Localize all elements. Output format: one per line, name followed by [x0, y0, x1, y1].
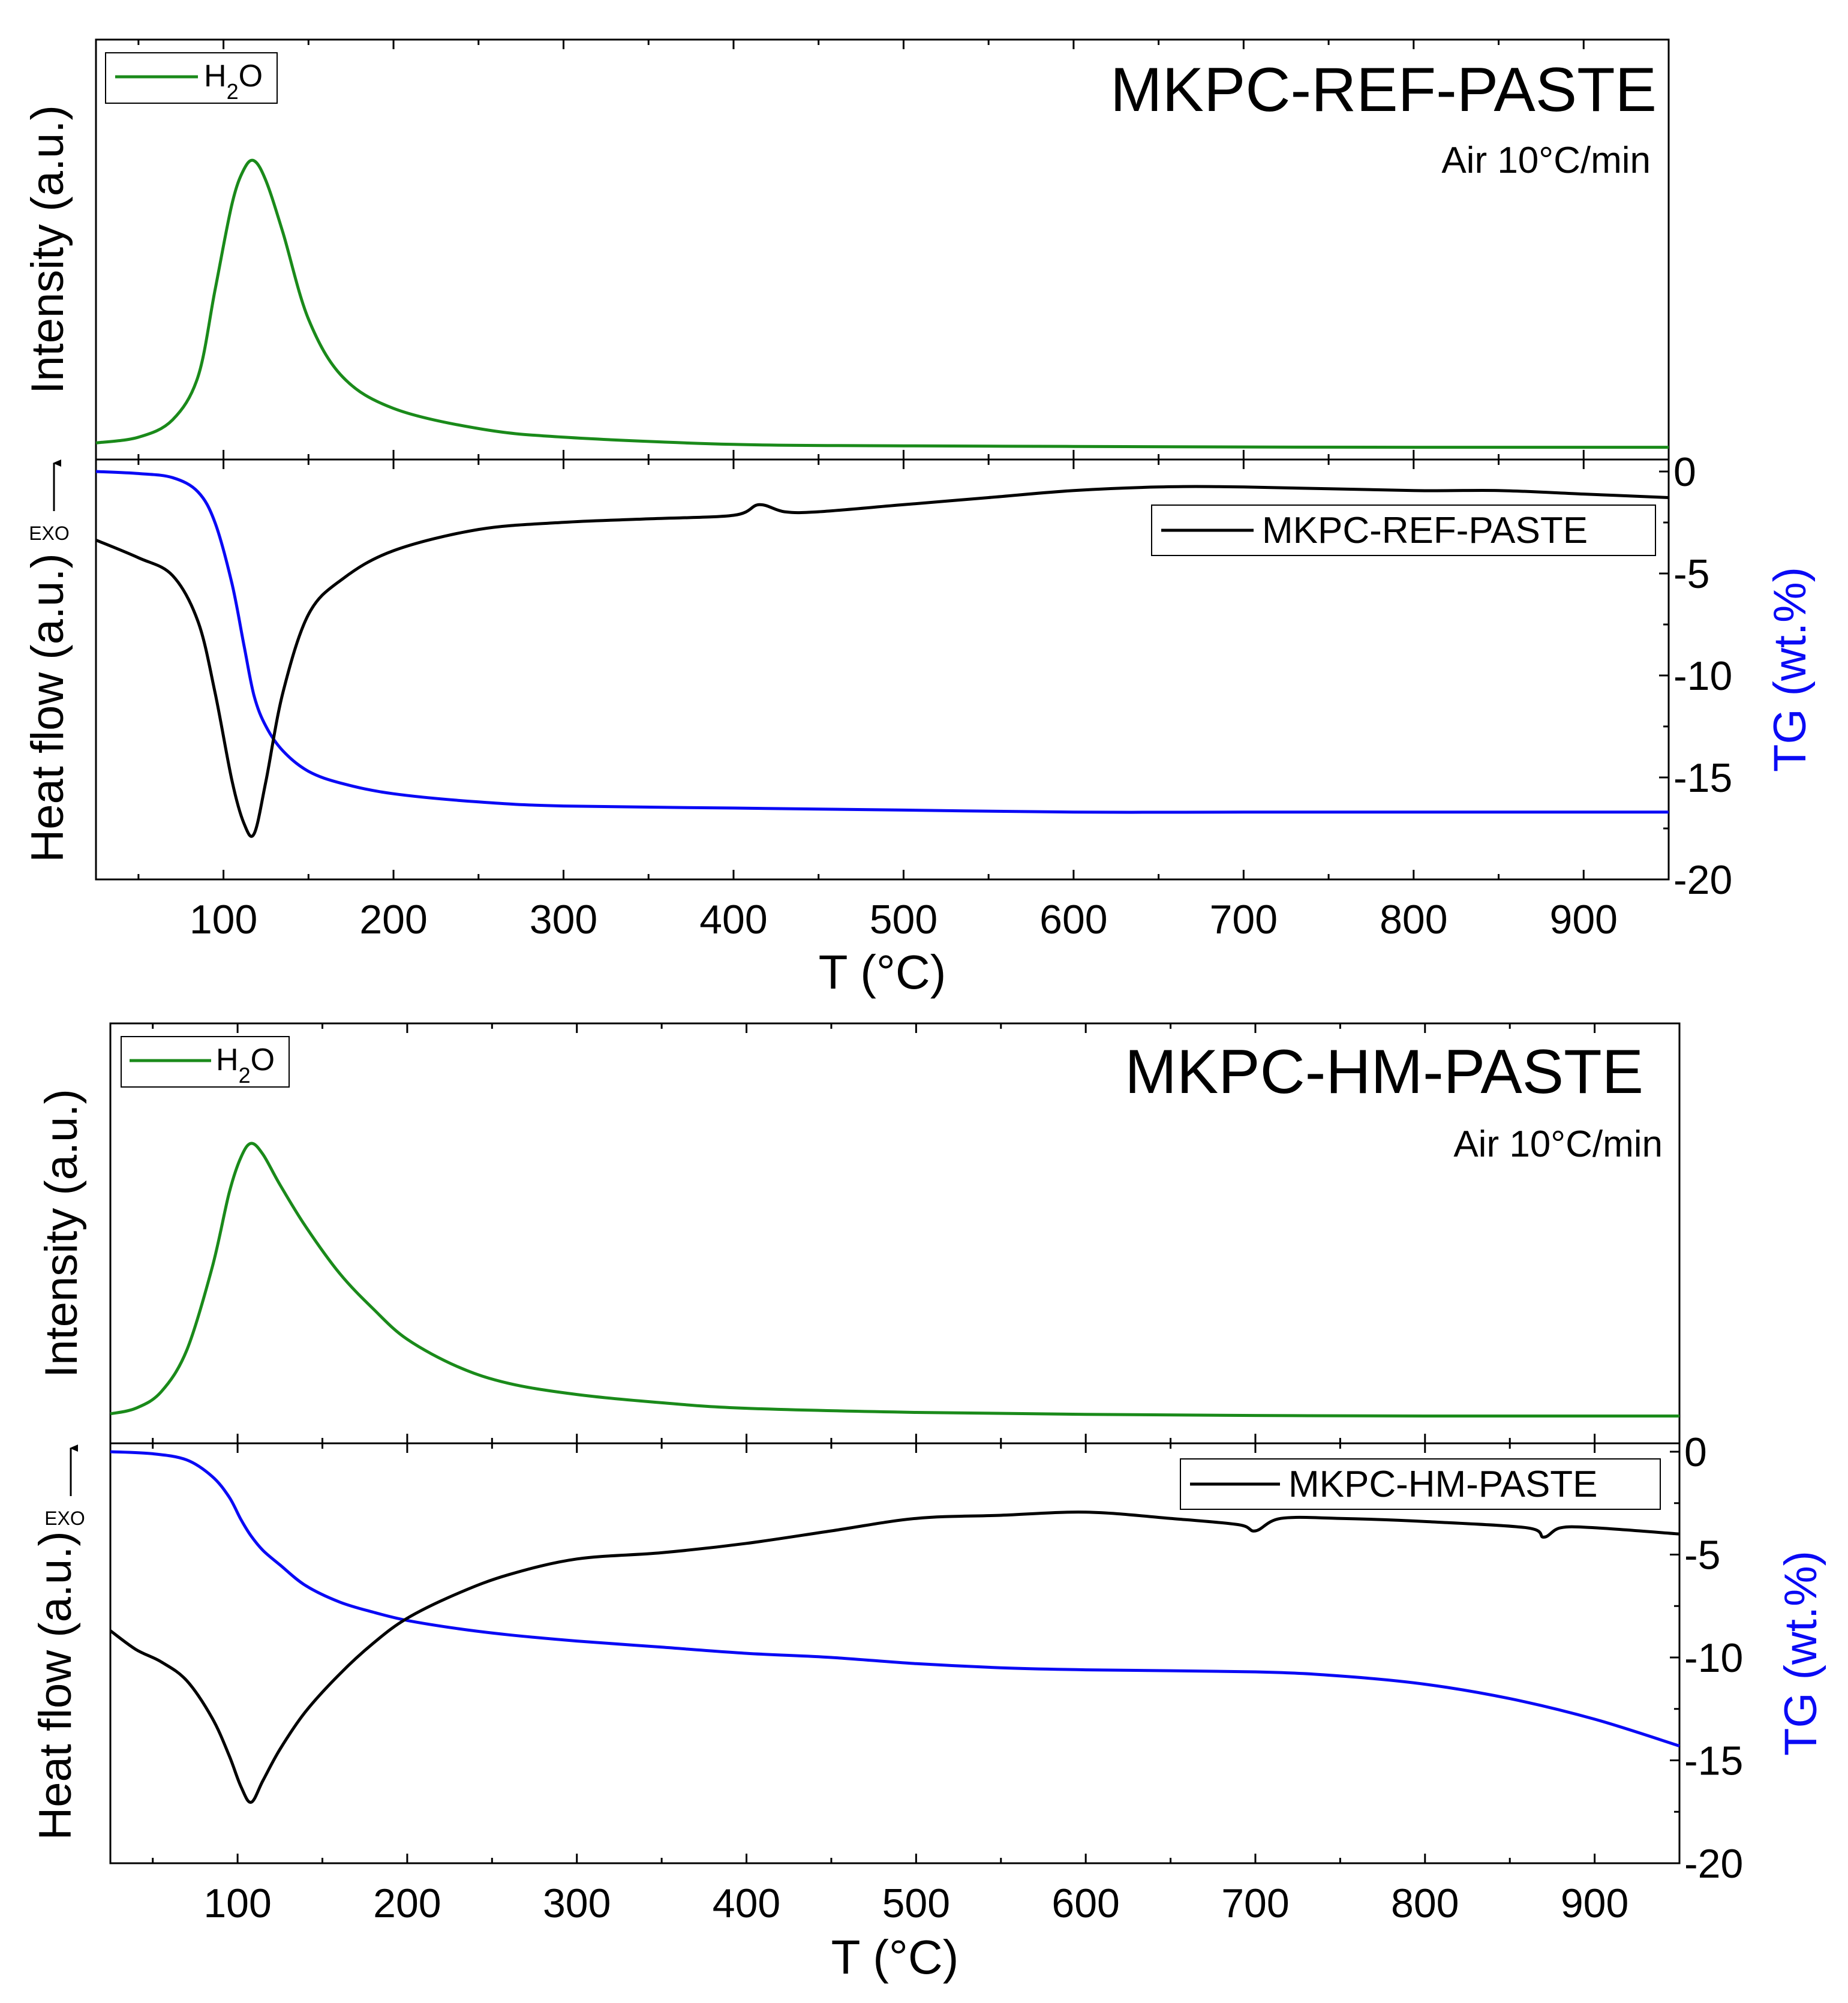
f2-dsc-series-line	[109, 1510, 1680, 1804]
x-tick-label: 600	[1051, 1881, 1119, 1926]
x-tick-label: 100	[203, 1881, 271, 1926]
f1-ms-ylabel: Intensity (a.u.)	[22, 105, 73, 394]
y2-tick-label: -5	[1684, 1533, 1720, 1578]
x-tick-label: 500	[870, 897, 937, 942]
x-tick-label: 100	[190, 897, 257, 942]
y2-tick-label: -20	[1684, 1841, 1743, 1887]
f2-h2o-series-line	[110, 1142, 1680, 1418]
f1-thermal-legend-label: MKPC-REF-PASTE	[1262, 510, 1588, 551]
x-tick-label: 900	[1550, 897, 1618, 942]
f2-thermal-ticks	[152, 1443, 1681, 1863]
x-tick-label: 800	[1391, 1881, 1459, 1926]
f2-thermal-legend-label: MKPC-HM-PASTE	[1288, 1464, 1598, 1505]
f2-thermal-frame	[109, 1442, 1681, 1864]
x-tick-label: 400	[699, 897, 767, 942]
f1-ms-legend-label: H2O	[204, 59, 263, 104]
y2-tick-label: -20	[1673, 857, 1732, 903]
f2-tg-series-line	[110, 1450, 1680, 1747]
x-tick-label: 200	[359, 897, 427, 942]
f2-ms-legend: H2O	[121, 1036, 290, 1088]
f1-h2o-series-line	[95, 158, 1669, 449]
y2-tick-label: 0	[1684, 1430, 1707, 1475]
x-tick-label: 300	[530, 897, 597, 942]
x-tick-label: 400	[713, 1881, 780, 1926]
f2-exo-label: EXO	[44, 1507, 85, 1529]
x-tick-label: 600	[1039, 897, 1107, 942]
f1-tg-series-line	[95, 470, 1669, 814]
f1-thermal-frame	[95, 458, 1670, 881]
y2-tick-label: 0	[1673, 449, 1696, 495]
y2-tick-label: -10	[1684, 1635, 1743, 1681]
f2-y2label: TG (wt.%)	[1775, 1551, 1826, 1756]
f2-subtitle: Air 10°C/min	[1453, 1124, 1663, 1165]
y2-tick-label: -5	[1673, 551, 1709, 597]
y2-tick-label: -15	[1673, 755, 1732, 801]
x-tick-label: 800	[1380, 897, 1447, 942]
f2-thermal-ylabel: Heat flow (a.u.)	[30, 1531, 81, 1840]
f1-thermal-legend: MKPC-REF-PASTE	[1151, 504, 1656, 556]
f2-title: MKPC-HM-PASTE	[1125, 1037, 1643, 1107]
f2-ms-legend-label: H2O	[216, 1043, 275, 1088]
f1-dsc-series-line	[95, 485, 1669, 838]
figure-1: 100 200 300 400 500 600 700 800 900 0 -5 -10 -15 -20…	[22, 38, 1816, 999]
f1-title: MKPC-REF-PASTE	[1110, 55, 1657, 125]
x-tick-label: 500	[882, 1881, 950, 1926]
f1-thermal-ticks	[137, 460, 1670, 879]
f2-y2-ticks: 0 -5 -10 -15 -20	[1670, 1430, 1743, 1887]
f2-thermal-legend: MKPC-HM-PASTE	[1180, 1458, 1661, 1510]
f1-y2-ticks: 0 -5 -10 -15 -20	[1659, 449, 1732, 903]
f1-exo-label: EXO	[29, 522, 70, 544]
f1-x-tick-labels: 100 200 300 400 500 600 700 800 900	[190, 897, 1618, 942]
x-tick-label: 900	[1561, 1881, 1628, 1926]
x-tick-label: 700	[1210, 897, 1278, 942]
f1-ms-legend: H2O	[105, 52, 278, 104]
x-tick-label: 300	[543, 1881, 611, 1926]
x-tick-label: 700	[1221, 1881, 1289, 1926]
f2-ms-ylabel: Intensity (a.u.)	[36, 1089, 87, 1378]
figure-2: 100 200 300 400 500 600 700 800 900 0 -5 -10 -15 -20…	[30, 1022, 1826, 1984]
x-tick-label: 200	[373, 1881, 441, 1926]
f1-thermal-ylabel: Heat flow (a.u.)	[22, 553, 73, 862]
f2-xlabel: T (°C)	[831, 1930, 959, 1984]
f1-y2label: TG (wt.%)	[1765, 567, 1816, 772]
f2-ms-ticks	[152, 1023, 1681, 1443]
f1-subtitle: Air 10°C/min	[1441, 140, 1651, 181]
f2-x-tick-labels: 100 200 300 400 500 600 700 800 900	[203, 1881, 1628, 1926]
y2-tick-label: -15	[1684, 1738, 1743, 1784]
y2-tick-label: -10	[1673, 653, 1732, 699]
f1-ms-ticks	[137, 40, 1670, 460]
f1-xlabel: T (°C)	[819, 945, 946, 999]
